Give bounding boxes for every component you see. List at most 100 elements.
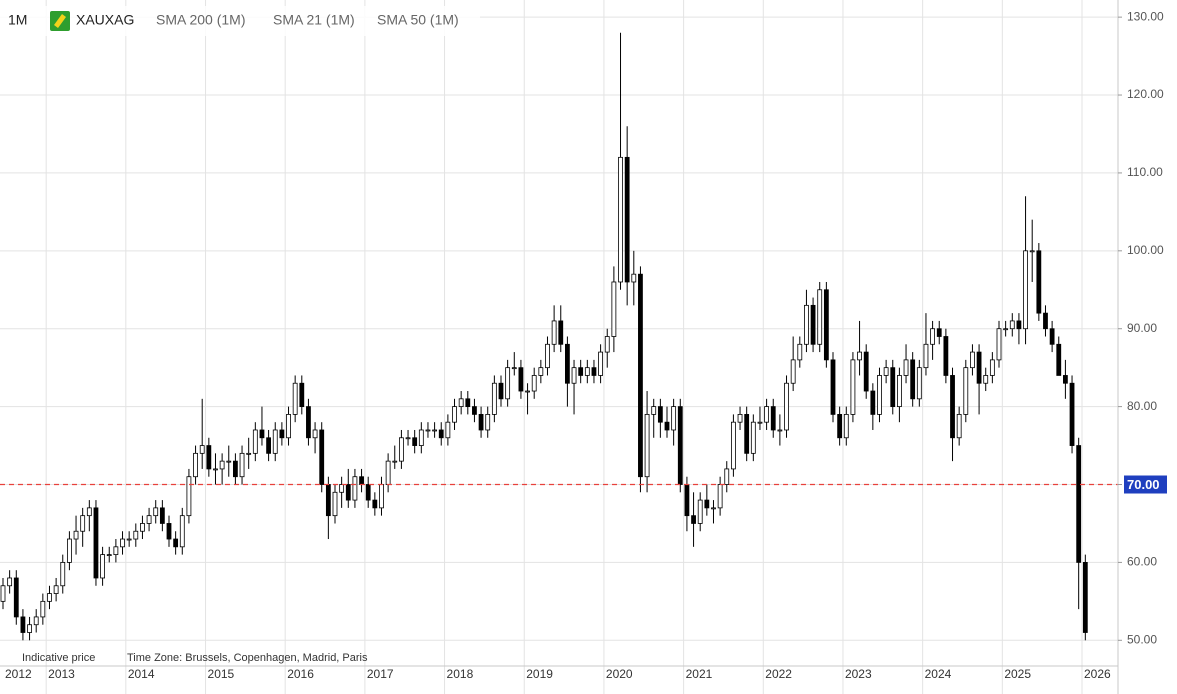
y-tick-label: 100.00 [1127,243,1164,257]
candle-body [810,304,816,345]
candle-body [498,382,504,400]
candle-body [0,585,6,602]
candle-body [398,437,404,462]
candle-body [159,507,165,524]
candle-body [325,484,331,517]
x-tick-label: 2020 [606,667,633,681]
candle-body [372,499,378,509]
candle-body [425,429,431,432]
candle-body [704,499,710,509]
candle-body [857,351,862,361]
candle-body [1016,320,1022,330]
candle-body [697,499,703,524]
candle-body [863,351,869,392]
indicator[interactable]: SMA 21 (1M) [273,12,355,28]
candle-body [565,343,570,384]
symbol-icon-mark [54,14,66,28]
candle-body [910,359,916,400]
candle-body [1036,250,1042,314]
candle-body [100,554,105,579]
candle-body [113,546,119,556]
candle-body [472,406,477,415]
y-tick-label: 50.00 [1127,632,1157,646]
candle-body [1043,312,1048,330]
candle-body [86,507,92,517]
candle-body [870,390,876,415]
y-tick-label: 90.00 [1127,321,1157,335]
candle-body [73,530,79,540]
candle-body [392,460,398,463]
candle-body [33,616,39,626]
candle-body [638,273,643,478]
candle-body [837,413,843,439]
candle-body [246,452,252,455]
candle-body [525,390,530,393]
candle-body [956,413,962,439]
candle-body [465,398,471,408]
symbol[interactable]: XAUXAG [76,12,134,28]
interval[interactable]: 1M [8,12,27,28]
x-tick-label: 2013 [48,667,75,681]
candle-body [153,507,159,517]
candle-body [750,421,756,454]
x-tick-label: 2012 [5,667,32,681]
candle-body [797,343,803,361]
candle-body [950,375,955,439]
candle-body [206,445,212,470]
x-tick-label: 2019 [526,667,553,681]
y-tick-label: 60.00 [1127,555,1157,569]
indicator[interactable]: SMA 200 (1M) [156,12,245,28]
candle-body [20,616,26,633]
candle-body [717,484,723,509]
x-tick-label: 2015 [208,667,235,681]
candle-body [518,367,524,392]
candle-body [352,476,358,501]
candle-body [345,484,351,501]
candle-body [804,304,809,345]
candle-body [731,421,736,470]
candle-body [963,367,969,415]
candle-body [1029,250,1035,253]
candle-body [478,413,484,431]
candle-body [359,476,364,485]
candle-body [173,538,179,548]
candle-body [332,491,338,517]
candle-body [611,281,617,337]
candle-body [193,452,198,478]
candle-body [877,375,882,415]
candle-body [823,289,829,361]
candle-body [624,156,630,283]
candle-body [903,359,909,376]
candle-body [405,437,411,440]
candle-body [47,593,52,602]
candle-body [272,429,278,454]
candle-body [1009,320,1015,330]
candle-body [843,413,849,439]
candle-body [664,421,670,431]
candle-body [7,577,13,587]
marks [0,32,1118,641]
candle-body [438,429,444,439]
candle-body [558,320,564,345]
candle-body [299,382,305,408]
candle-body [584,367,590,376]
candle-body [219,460,225,470]
price-label-bg [1124,475,1167,494]
candle-body [179,515,185,548]
candle-body [916,367,922,400]
indicator[interactable]: SMA 50 (1M) [377,12,459,28]
candle-body [936,328,942,337]
candle-body [27,624,32,633]
footer-note: Indicative price [22,652,95,664]
x-tick-label: 2021 [686,667,713,681]
candle-body [485,413,491,431]
x-tick-label: 2022 [765,667,792,681]
candle-body [458,398,464,408]
candle-body [286,413,291,439]
candle-body [1063,375,1068,384]
x-tick-label: 2014 [128,667,155,681]
candle-body [578,367,584,376]
candle-body [777,429,783,432]
candle-body [80,515,86,532]
candle-body [897,375,902,408]
